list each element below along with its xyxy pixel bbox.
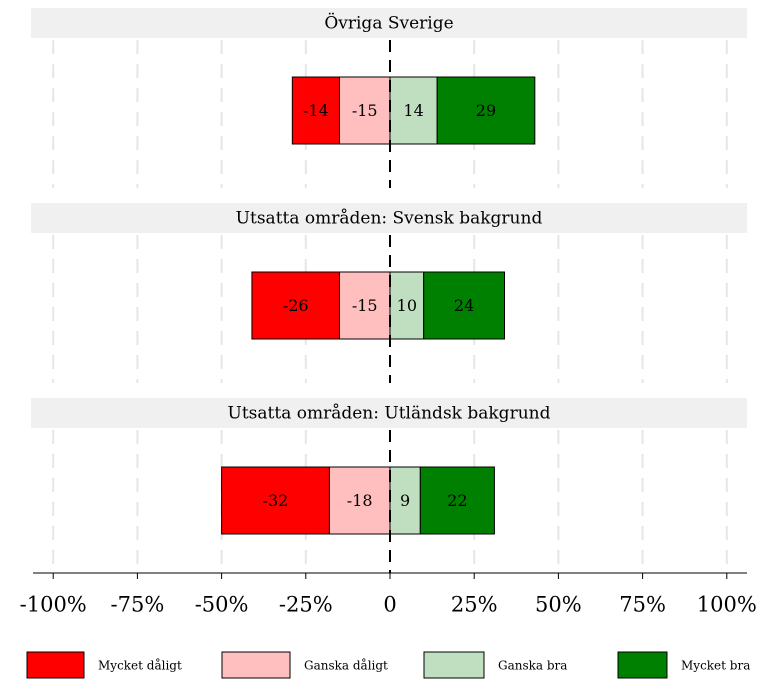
x-tick-label: -75%	[111, 593, 165, 617]
bar-label: -15	[352, 101, 378, 120]
legend-label: Ganska dåligt	[304, 658, 388, 673]
panel-title: Utsatta områden: Svensk bakgrund	[236, 209, 543, 229]
bar-label: 10	[397, 296, 417, 315]
panel-title: Utsatta områden: Utländsk bakgrund	[228, 404, 551, 424]
bar-label: -14	[303, 101, 329, 120]
bar-label: 22	[447, 491, 467, 510]
bar	[423, 271, 506, 340]
panel-strip	[31, 398, 747, 428]
bar-label: 9	[400, 491, 410, 510]
x-tick-label: 25%	[451, 593, 498, 617]
bar	[221, 466, 330, 535]
bar-label: -32	[263, 491, 289, 510]
legend-swatch	[423, 651, 485, 679]
panel-strip	[31, 203, 747, 233]
legend-swatch	[221, 651, 291, 679]
x-tick-label: 75%	[619, 593, 666, 617]
bar	[251, 271, 340, 340]
x-tick-label: -50%	[195, 593, 249, 617]
legend-label: Mycket bra	[681, 659, 750, 673]
bar	[291, 76, 340, 145]
bar-label: 29	[476, 101, 496, 120]
bar-label: -18	[347, 491, 373, 510]
bar	[389, 466, 421, 535]
panel-title: Övriga Sverige	[324, 13, 453, 34]
x-tick-label: -100%	[20, 593, 87, 617]
x-tick-label: 0	[383, 593, 396, 617]
bar	[436, 76, 536, 145]
bar	[338, 271, 391, 340]
x-tick-label: 50%	[535, 593, 582, 617]
bar	[419, 466, 495, 535]
x-tick-label: -25%	[279, 593, 333, 617]
legend-swatch	[617, 651, 668, 679]
bar-label: -26	[283, 296, 309, 315]
legend-swatch	[26, 651, 85, 679]
bar-label: 14	[403, 101, 423, 120]
legend-label: Ganska bra	[498, 659, 567, 673]
x-tick-label: 100%	[697, 593, 757, 617]
legend-label: Mycket dåligt	[98, 658, 182, 673]
bar	[338, 76, 391, 145]
bar-label: -15	[352, 296, 378, 315]
bar-label: 24	[454, 296, 474, 315]
panel-strip	[31, 8, 747, 38]
